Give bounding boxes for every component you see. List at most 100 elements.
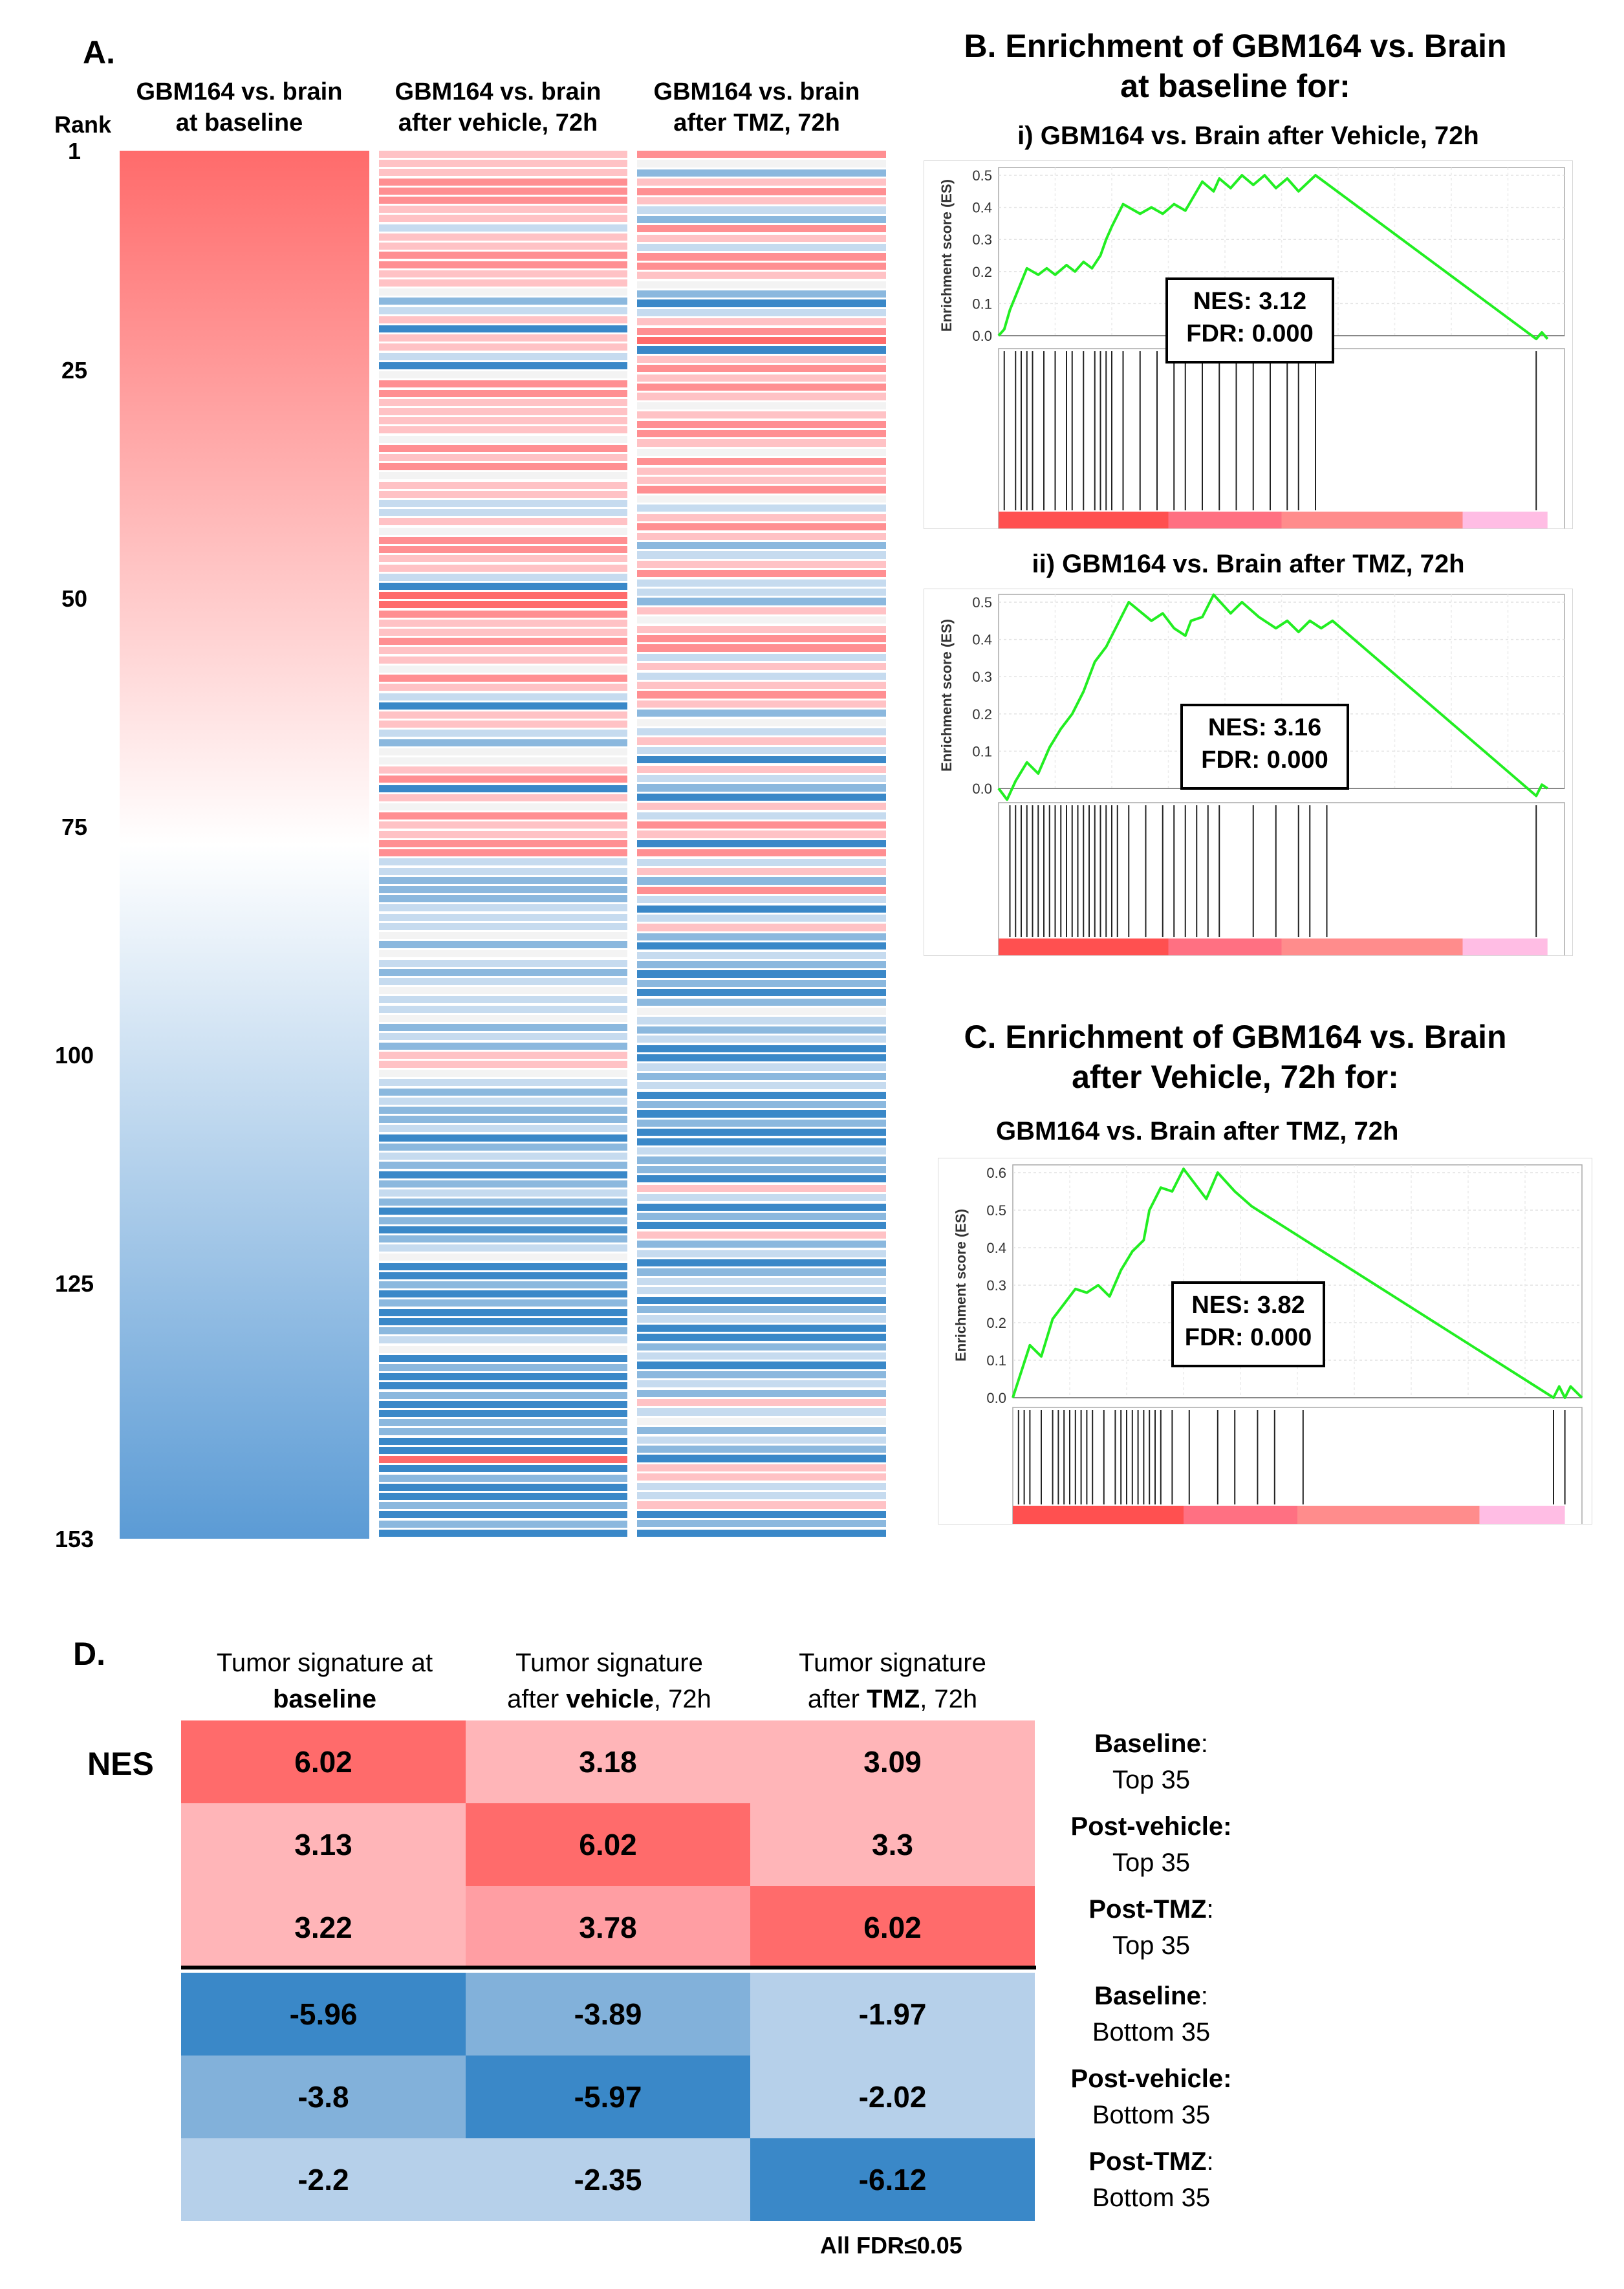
heatmap-stripe — [379, 766, 627, 774]
heatmap-stripe — [379, 1051, 627, 1059]
heatmap-stripe — [637, 1072, 886, 1081]
y-tick-label: 0.5 — [972, 594, 992, 611]
heatmap-stripe — [379, 1097, 627, 1105]
heatmap-stripe — [379, 1180, 627, 1188]
heatmap-stripe — [379, 1217, 627, 1224]
heatmap-stripe — [637, 420, 886, 428]
heatmap-stripe — [379, 840, 627, 847]
heatmap-stripe — [637, 756, 886, 764]
heatmap-stripe — [637, 1063, 886, 1071]
heatmap-stripe — [379, 389, 627, 397]
heatmap-stripe — [379, 739, 627, 746]
rank-color-bar-segment — [1281, 938, 1463, 962]
heatmap-baseline-gradient — [120, 151, 369, 1539]
heatmap-stripe — [637, 160, 886, 168]
panel-a-letter: A. — [83, 34, 115, 71]
heatmap-stripe — [637, 607, 886, 614]
heatmap-stripe — [379, 1327, 627, 1335]
table-row-label: Baseline: Top 35 — [1094, 1730, 1208, 1794]
heatmap-stripe — [379, 1042, 627, 1050]
heatmap-stripe — [637, 710, 886, 717]
heatmap-stripe — [637, 262, 886, 270]
rank-tick-label: 153 — [54, 1526, 94, 1552]
heatmap-stripe — [637, 1203, 886, 1211]
heatmap-stripe — [637, 1529, 886, 1537]
heatmap-stripe — [379, 1474, 627, 1482]
heatmap-stripe — [379, 1189, 627, 1197]
es-curve — [997, 174, 1549, 340]
table-row-label: Baseline: Bottom 35 — [1092, 1982, 1211, 2046]
heatmap-tmz-column — [637, 151, 886, 1539]
rank-color-bar-segment — [1281, 512, 1463, 535]
heatmap-stripe — [379, 849, 627, 857]
heatmap-stripe — [379, 261, 627, 268]
heatmap-stripe — [637, 1473, 886, 1481]
heatmap-stripe — [379, 555, 627, 563]
heatmap-stripe — [637, 1492, 886, 1500]
heatmap-stripe — [379, 160, 627, 168]
heatmap-stripe — [379, 472, 627, 480]
y-axis-label: Enrichment score (ES) — [953, 1209, 969, 1361]
heatmap-stripe — [637, 393, 886, 400]
heatmap-stripe — [637, 495, 886, 503]
heatmap-stripe — [379, 1235, 627, 1242]
heatmap-stripe — [637, 812, 886, 819]
heatmap-stripe — [637, 1175, 886, 1183]
table-row-label: Post-vehicle: Top 35 — [1070, 1812, 1232, 1877]
heatmap-stripe — [379, 453, 627, 461]
heatmap-stripe — [379, 343, 627, 351]
heatmap-stripe — [379, 582, 627, 590]
heatmap-stripe — [379, 1005, 627, 1013]
heatmap-stripe — [637, 998, 886, 1006]
heatmap-stripe — [379, 564, 627, 572]
rank-tick-label: 50 — [61, 585, 88, 612]
heatmap-stripe — [637, 234, 886, 242]
y-tick-label: 0.1 — [972, 743, 992, 759]
nes-table-cell: -6.12 — [750, 2138, 1035, 2221]
col-header-baseline: GBM164 vs. brain at baseline — [136, 78, 343, 136]
y-tick-label: 0.3 — [972, 232, 992, 248]
rank-color-bar-segment — [1168, 938, 1282, 962]
heatmap-stripe — [637, 337, 886, 345]
heatmap-stripe — [637, 1110, 886, 1118]
y-tick-label: 0.1 — [972, 296, 992, 312]
heatmap-stripe — [637, 691, 886, 699]
rank-color-bar-segment — [1013, 1506, 1184, 1529]
heatmap-stripe — [637, 579, 886, 587]
heatmap-stripe — [379, 1024, 627, 1032]
heatmap-stripe — [637, 746, 886, 754]
table-row-label: Post-TMZ: Bottom 35 — [1088, 2147, 1214, 2212]
heatmap-stripe — [637, 1194, 886, 1202]
y-tick-label: 0.0 — [986, 1390, 1006, 1406]
nes-table-cell: -2.02 — [750, 2056, 1035, 2138]
y-axis-label: Enrichment score (ES) — [938, 179, 955, 332]
heatmap-stripe — [379, 407, 627, 415]
heatmap-stripe — [379, 1253, 627, 1261]
panel-b-i-subtitle: i) GBM164 vs. Brain after Vehicle, 72h — [1017, 122, 1479, 150]
heatmap-stripe — [379, 776, 627, 783]
heatmap-stripe — [379, 536, 627, 544]
heatmap-stripe — [637, 644, 886, 652]
heatmap-stripe — [637, 1166, 886, 1174]
heatmap-stripe — [637, 877, 886, 885]
heatmap-stripe — [637, 570, 886, 578]
table-header-baseline: Tumor signature at baseline — [216, 1649, 433, 1713]
heatmap-stripe — [379, 876, 627, 884]
heatmap-stripe — [637, 1305, 886, 1314]
heatmap-stripe — [637, 486, 886, 494]
heatmap-stripe — [637, 504, 886, 512]
nes-box-c: NES: 3.82 FDR: 0.000 — [1171, 1281, 1325, 1367]
col-header-tmz: GBM164 vs. brain after TMZ, 72h — [653, 78, 860, 136]
rank-color-bar-segment — [1184, 1506, 1297, 1529]
heatmap-stripe — [637, 1082, 886, 1090]
heatmap-stripe — [637, 989, 886, 997]
heatmap-stripe — [379, 1125, 627, 1133]
heatmap-stripe — [637, 355, 886, 363]
heatmap-stripe — [379, 1318, 627, 1325]
heatmap-stripe — [379, 748, 627, 755]
heatmap-stripe — [379, 959, 627, 967]
heatmap-stripe — [637, 1455, 886, 1462]
heatmap-stripe — [637, 1408, 886, 1416]
y-tick-label: 0.2 — [972, 264, 992, 280]
rank-tick-label: 125 — [54, 1270, 94, 1297]
